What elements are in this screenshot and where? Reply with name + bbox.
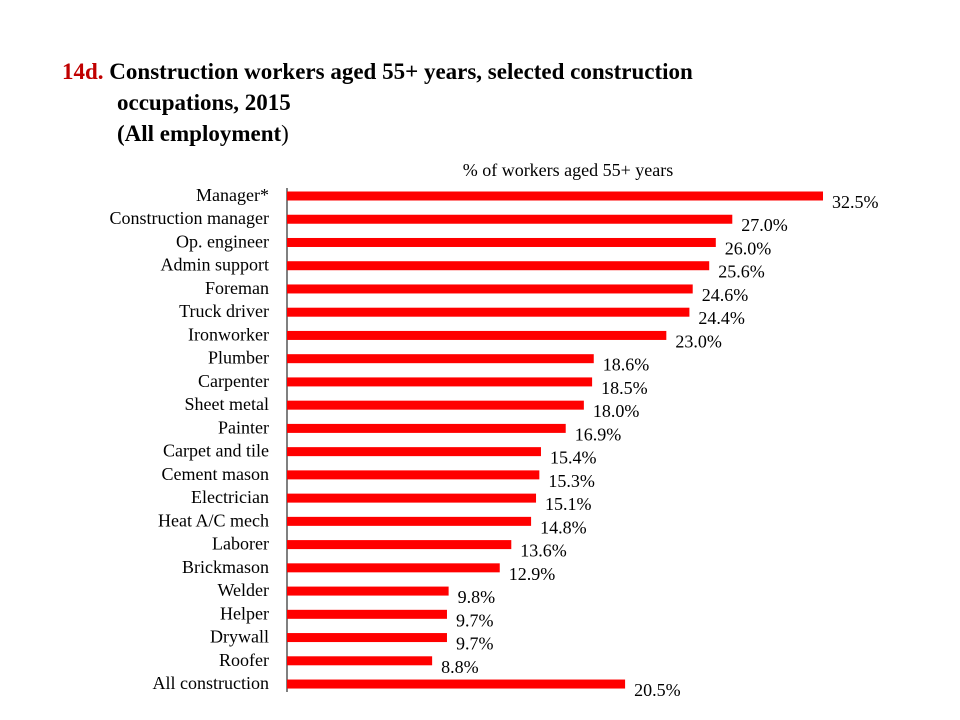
bar xyxy=(287,656,433,666)
category-label: Carpenter xyxy=(198,371,269,391)
chart-title: 14d. Construction workers aged 55+ years… xyxy=(62,56,693,149)
bar xyxy=(287,563,500,573)
value-label: 12.9% xyxy=(509,564,555,584)
bar xyxy=(287,191,823,201)
value-label: 18.5% xyxy=(601,378,648,398)
bar xyxy=(287,400,584,410)
value-label: 25.6% xyxy=(718,262,765,282)
value-label: 32.5% xyxy=(832,192,879,212)
value-label: 24.6% xyxy=(702,285,749,305)
category-label: All construction xyxy=(153,673,269,693)
value-label: 9.8% xyxy=(458,587,496,607)
bar xyxy=(287,354,594,364)
bar xyxy=(287,447,541,457)
category-label: Painter xyxy=(218,417,269,437)
category-label: Drywall xyxy=(210,627,269,647)
bar xyxy=(287,540,512,550)
title-line-1: Construction workers aged 55+ years, sel… xyxy=(109,59,693,84)
category-label: Cement mason xyxy=(162,464,269,484)
category-label: Plumber xyxy=(208,348,269,368)
category-label: Truck driver xyxy=(179,301,269,321)
bar xyxy=(287,284,693,294)
bar xyxy=(287,586,449,596)
title-line-3-close: ) xyxy=(281,121,289,146)
x-axis-label: % of workers aged 55+ years xyxy=(463,160,674,180)
value-label: 24.4% xyxy=(698,308,745,328)
category-label: Manager* xyxy=(196,185,269,205)
category-label: Admin support xyxy=(160,255,269,275)
value-label: 15.1% xyxy=(545,494,592,514)
bar xyxy=(287,516,532,526)
value-label: 26.0% xyxy=(725,238,772,258)
value-label: 18.0% xyxy=(593,401,640,421)
bar xyxy=(287,470,540,480)
title-line-3: (All employment xyxy=(117,121,282,146)
figure-number: 14d. xyxy=(62,59,104,84)
bar xyxy=(287,307,690,317)
value-label: 14.8% xyxy=(540,517,587,537)
category-label: Helper xyxy=(220,603,269,623)
bar xyxy=(287,214,733,224)
category-label: Ironworker xyxy=(188,324,269,344)
category-label: Carpet and tile xyxy=(163,441,269,461)
value-label: 16.9% xyxy=(575,424,622,444)
bar xyxy=(287,493,537,503)
category-label: Op. engineer xyxy=(176,231,269,251)
category-label: Roofer xyxy=(219,650,269,670)
bar xyxy=(287,423,566,433)
value-label: 8.8% xyxy=(441,657,479,677)
value-label: 13.6% xyxy=(520,541,567,561)
category-label: Foreman xyxy=(205,278,269,298)
bar xyxy=(287,330,667,340)
value-label: 9.7% xyxy=(456,634,494,654)
category-label: Electrician xyxy=(191,487,269,507)
value-label: 15.4% xyxy=(550,448,597,468)
title-line-2: occupations, 2015 xyxy=(117,90,291,115)
category-label: Heat A/C mech xyxy=(158,510,269,530)
value-label: 15.3% xyxy=(548,471,595,491)
value-label: 20.5% xyxy=(634,680,681,700)
category-label: Laborer xyxy=(212,534,269,554)
category-label: Welder xyxy=(217,580,269,600)
category-label: Construction manager xyxy=(110,208,269,228)
bar xyxy=(287,377,593,387)
value-label: 27.0% xyxy=(741,215,788,235)
bar xyxy=(287,237,716,247)
bar xyxy=(287,609,447,619)
category-label: Sheet metal xyxy=(185,394,269,414)
bar xyxy=(287,633,447,643)
value-label: 9.7% xyxy=(456,610,494,630)
value-label: 18.6% xyxy=(603,355,650,375)
bar xyxy=(287,679,626,689)
value-label: 23.0% xyxy=(675,331,722,351)
bar xyxy=(287,261,710,271)
category-label: Brickmason xyxy=(182,557,269,577)
